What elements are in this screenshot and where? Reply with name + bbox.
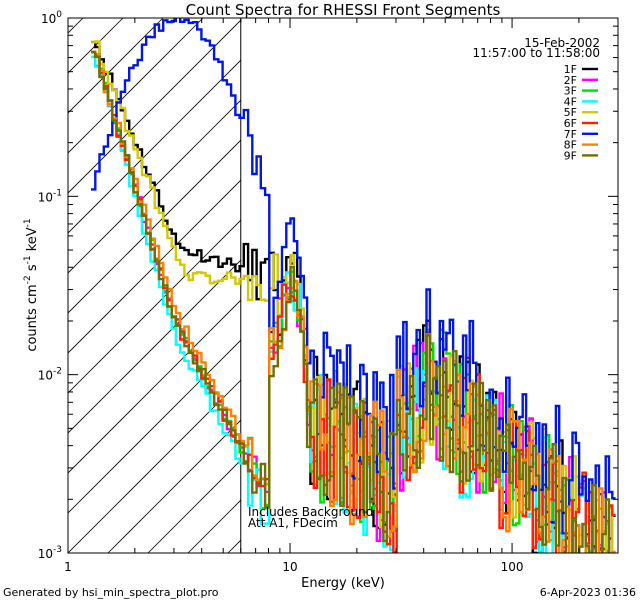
hatch-line — [68, 19, 241, 194]
hatch-line — [68, 18, 84, 34]
x-tick-label: 1 — [64, 560, 72, 574]
hatch-line — [68, 18, 124, 74]
series-8F — [91, 50, 616, 553]
series-layer — [91, 18, 616, 553]
y-label-exp1: -2 — [23, 275, 33, 284]
y-label-exp2: -1 — [23, 255, 33, 264]
y-label-mid: s — [25, 264, 40, 275]
legend-label: 1F — [564, 63, 577, 76]
x-tick-label: 10 — [282, 560, 297, 574]
legend-label: 6F — [564, 117, 577, 130]
footer-timestamp: 6-Apr-2023 01:36 — [540, 586, 636, 599]
hatch-line — [68, 339, 241, 514]
legend: 15-Feb-2002 11:57:00 to 11:58:00 1F2F3F4… — [473, 36, 600, 162]
hatch-line — [68, 139, 241, 314]
hatch-line — [0, 18, 3, 553]
legend-label: 5F — [564, 106, 577, 119]
annotation-attenuator: Att A1, FDecim — [248, 516, 338, 530]
x-axis-label: Energy (keV) — [301, 576, 385, 591]
legend-label: 9F — [564, 149, 577, 162]
chart-title: Count Spectra for RHESSI Front Segments — [186, 1, 501, 19]
series-7F — [91, 18, 616, 540]
hatch-line — [107, 419, 241, 553]
axis-ticks: 1 10 100 10-3 10-2 10-1 100 — [38, 10, 619, 574]
y-tick-label: 10-1 — [38, 188, 62, 204]
hatch-line — [68, 59, 241, 234]
footer-generated-by: Generated by hsi_min_spectra_plot.pro — [3, 586, 219, 599]
hatch-line — [68, 299, 241, 474]
hatch-line — [68, 18, 164, 114]
y-label-end: keV — [25, 227, 40, 255]
hatched-region — [0, 18, 241, 553]
hatch-line — [68, 179, 241, 354]
hatch-line — [68, 379, 241, 553]
y-tick-label: 10-2 — [38, 367, 62, 383]
legend-label: 2F — [564, 74, 577, 87]
legend-date: 15-Feb-2002 — [524, 36, 600, 50]
legend-time-range: 11:57:00 to 11:58:00 — [473, 46, 600, 60]
y-label-main: counts cm — [25, 284, 40, 351]
y-axis-label: counts cm-2 s-1 keV-1 — [23, 218, 40, 351]
legend-label: 4F — [564, 95, 577, 108]
hatch-line — [68, 99, 241, 274]
legend-label: 8F — [564, 139, 577, 152]
series-9F — [91, 50, 611, 553]
x-tick-label: 100 — [501, 560, 524, 574]
hatch-line — [68, 219, 241, 394]
annotation-background: Includes Background — [248, 505, 373, 519]
legend-label: 3F — [564, 85, 577, 98]
plot-frame — [67, 17, 619, 554]
hatch-line — [68, 259, 241, 434]
hatch-line — [147, 459, 241, 553]
legend-label: 7F — [564, 128, 577, 141]
hatch-line — [68, 18, 204, 154]
y-label-exp3: -1 — [23, 218, 33, 227]
y-tick-label: 10-3 — [38, 545, 62, 561]
y-tick-label: 100 — [41, 10, 62, 26]
